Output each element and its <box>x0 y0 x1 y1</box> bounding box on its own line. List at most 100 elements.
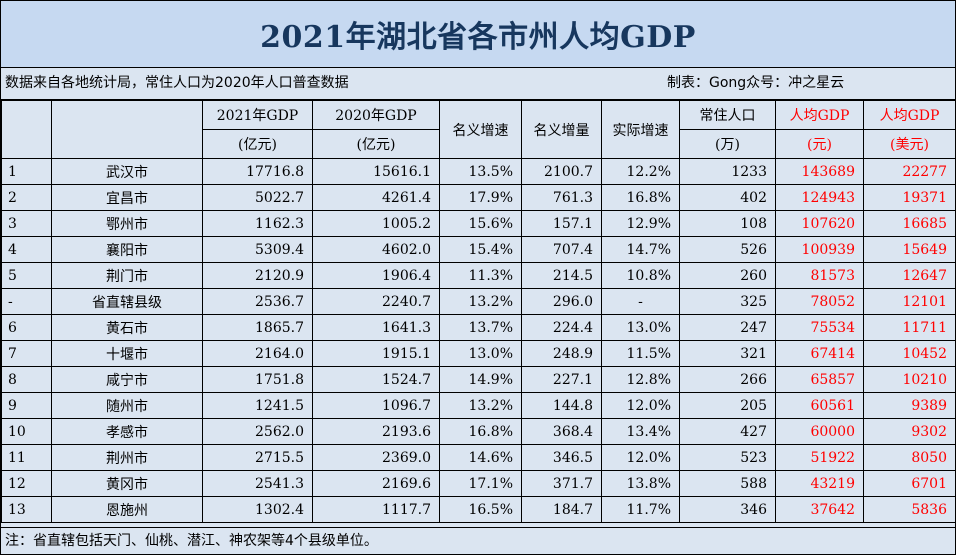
cell-rank: 6 <box>1 314 52 341</box>
cell-rank: 7 <box>1 340 52 367</box>
table-row: 1 武汉市 17716.8 15616.1 13.5% 2100.7 12.2% 1233 14… <box>1 158 956 185</box>
cell-real-growth: 16.8% <box>601 184 680 211</box>
cell-population: 402 <box>679 184 776 211</box>
cell-per-capita-usd: 9389 <box>863 392 956 419</box>
cell-nominal-growth: 11.3% <box>439 262 522 289</box>
cell-gdp2021: 5022.7 <box>202 184 313 211</box>
cell-population: 205 <box>679 392 776 419</box>
cell-per-capita-cny: 100939 <box>775 236 864 263</box>
cell-population: 526 <box>679 236 776 263</box>
cell-gdp2020: 2193.6 <box>312 418 440 445</box>
cell-nominal-growth: 16.8% <box>439 418 522 445</box>
cell-per-capita-cny: 124943 <box>775 184 864 211</box>
page-title: 2021年湖北省各市州人均GDP <box>260 20 696 55</box>
cell-per-capita-cny: 78052 <box>775 288 864 315</box>
cell-nominal-increase: 248.9 <box>521 340 602 367</box>
cell-rank: 5 <box>1 262 52 289</box>
cell-per-capita-usd: 22277 <box>863 158 956 185</box>
cell-population: 523 <box>679 444 776 471</box>
per-capita-cny-header: 人均GDP <box>775 100 864 130</box>
gdp2021-unit: (亿元) <box>202 129 313 159</box>
cell-city: 襄阳市 <box>51 236 203 263</box>
cell-real-growth: 12.9% <box>601 210 680 237</box>
cell-real-growth: 14.7% <box>601 236 680 263</box>
cell-city: 十堰市 <box>51 340 203 367</box>
cell-gdp2021: 2715.5 <box>202 444 313 471</box>
cell-real-growth: 13.0% <box>601 314 680 341</box>
cell-nominal-growth: 15.6% <box>439 210 522 237</box>
cell-nominal-growth: 13.2% <box>439 392 522 419</box>
population-header: 常住人口 <box>679 100 776 130</box>
cell-gdp2020: 1906.4 <box>312 262 440 289</box>
table-row: 4 襄阳市 5309.4 4602.0 15.4% 707.4 14.7% 526 100939… <box>1 236 956 263</box>
title-row: 2021年湖北省各市州人均GDP <box>1 1 955 68</box>
population-unit: (万) <box>679 129 776 159</box>
cell-per-capita-cny: 60000 <box>775 418 864 445</box>
header-row-2: (亿元) (亿元) (万) (元) (美元) <box>2 129 956 159</box>
cell-population: 325 <box>679 288 776 315</box>
cell-gdp2020: 1096.7 <box>312 392 440 419</box>
per-capita-usd-header: 人均GDP <box>863 100 956 130</box>
cell-gdp2021: 2536.7 <box>202 288 313 315</box>
gdp2020-unit: (亿元) <box>312 129 440 159</box>
cell-city: 咸宁市 <box>51 366 203 393</box>
cell-gdp2021: 1865.7 <box>202 314 313 341</box>
table-row: 2 宜昌市 5022.7 4261.4 17.9% 761.3 16.8% 402 124943… <box>1 184 956 211</box>
cell-gdp2021: 5309.4 <box>202 236 313 263</box>
cell-per-capita-cny: 37642 <box>775 496 864 523</box>
cell-city: 省直辖县级 <box>51 288 203 315</box>
cell-nominal-increase: 144.8 <box>521 392 602 419</box>
cell-nominal-increase: 296.0 <box>521 288 602 315</box>
table-row: 10 孝感市 2562.0 2193.6 16.8% 368.4 13.4% 427 60000… <box>1 418 956 445</box>
cell-nominal-increase: 761.3 <box>521 184 602 211</box>
cell-nominal-increase: 371.7 <box>521 470 602 497</box>
cell-per-capita-cny: 107620 <box>775 210 864 237</box>
cell-gdp2020: 1641.3 <box>312 314 440 341</box>
cell-nominal-increase: 346.5 <box>521 444 602 471</box>
header-row-1: 2021年GDP 2020年GDP 名义增速 名义增量 实际增速 常住人口 人均… <box>1 100 956 159</box>
cell-nominal-increase: 224.4 <box>521 314 602 341</box>
cell-gdp2021: 17716.8 <box>202 158 313 185</box>
cell-per-capita-cny: 81573 <box>775 262 864 289</box>
cell-per-capita-usd: 12647 <box>863 262 956 289</box>
table-row: - 省直辖县级 2536.7 2240.7 13.2% 296.0-325 78052 121… <box>1 288 956 315</box>
cell-real-growth: - <box>601 288 680 315</box>
cell-gdp2020: 1524.7 <box>312 366 440 393</box>
cell-per-capita-cny: 65857 <box>775 366 864 393</box>
gdp2020-header: 2020年GDP <box>312 100 440 130</box>
cell-city: 鄂州市 <box>51 210 203 237</box>
cell-rank: 4 <box>1 236 52 263</box>
gdp-table: 2021年GDP 2020年GDP 名义增速 名义增量 实际增速 常住人口 人均… <box>1 100 956 523</box>
cell-gdp2021: 2562.0 <box>202 418 313 445</box>
cell-per-capita-usd: 16685 <box>863 210 956 237</box>
cell-city: 随州市 <box>51 392 203 419</box>
cell-nominal-increase: 157.1 <box>521 210 602 237</box>
cell-nominal-growth: 14.6% <box>439 444 522 471</box>
nominal-increase-header: 名义增量 <box>521 100 602 159</box>
cell-per-capita-cny: 67414 <box>775 340 864 367</box>
cell-nominal-growth: 17.9% <box>439 184 522 211</box>
cell-real-growth: 13.8% <box>601 470 680 497</box>
cell-population: 266 <box>679 366 776 393</box>
cell-per-capita-usd: 10452 <box>863 340 956 367</box>
cell-gdp2021: 2541.3 <box>202 470 313 497</box>
cell-rank: 11 <box>1 444 52 471</box>
cell-population: 321 <box>679 340 776 367</box>
cell-gdp2021: 1162.3 <box>202 210 313 237</box>
cell-per-capita-usd: 11711 <box>863 314 956 341</box>
cell-nominal-growth: 17.1% <box>439 470 522 497</box>
cell-per-capita-usd: 9302 <box>863 418 956 445</box>
cell-rank: 8 <box>1 366 52 393</box>
gdp2021-header: 2021年GDP <box>202 100 313 130</box>
table-row: 7 十堰市 2164.0 1915.1 13.0% 248.9 11.5% 321 67414 1… <box>1 340 956 367</box>
cell-gdp2020: 4261.4 <box>312 184 440 211</box>
author-text: 制表：Gong众号：冲之星云 <box>667 75 845 91</box>
cell-nominal-increase: 707.4 <box>521 236 602 263</box>
table-row: 9 随州市 1241.5 1096.7 13.2% 144.8 12.0% 205 60561 9… <box>1 392 956 419</box>
cell-gdp2020: 1117.7 <box>312 496 440 523</box>
cell-per-capita-cny: 143689 <box>775 158 864 185</box>
cell-real-growth: 12.0% <box>601 444 680 471</box>
cell-gdp2020: 4602.0 <box>312 236 440 263</box>
cell-city: 武汉市 <box>51 158 203 185</box>
